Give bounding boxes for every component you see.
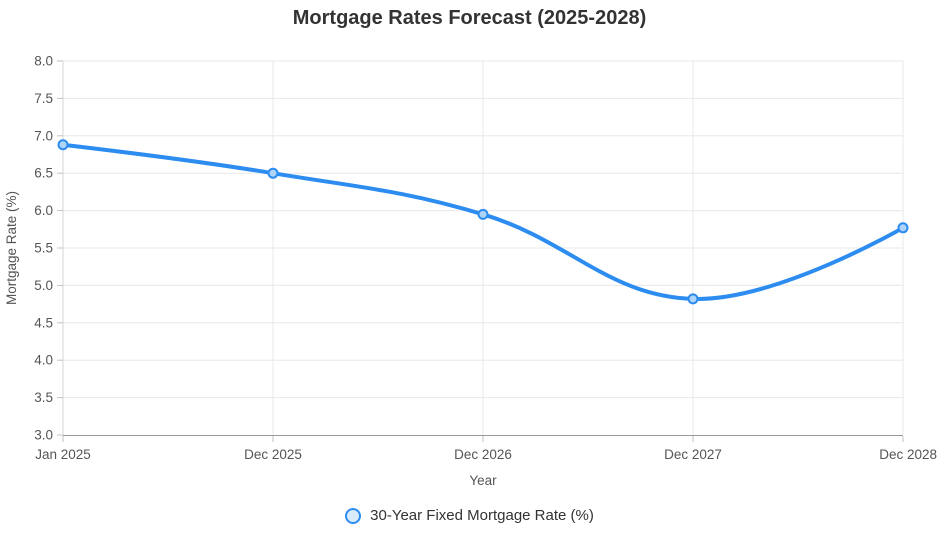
x-tick-label: Dec 2026 [454,447,512,462]
line-chart-plot: 8.0 7.5 7.0 6.5 6.0 5.5 5.0 4.5 4.0 3.5 3.0 Jan 202… [4,54,937,489]
y-tick-label: 5.0 [34,278,53,293]
y-tick-label: 3.0 [34,428,53,443]
x-tick-label: Jan 2025 [35,447,91,462]
y-tick-label: 4.5 [34,315,53,330]
x-axis-title: Year [469,473,497,488]
x-tick-label: Dec 2028 [879,447,937,462]
y-tick-label: 6.0 [34,203,53,218]
y-tick-label: 4.0 [34,353,53,368]
x-tick-label: Dec 2027 [664,447,722,462]
data-point[interactable] [897,222,909,234]
data-point[interactable] [267,167,279,179]
legend-marker-circle [345,508,362,524]
y-tick-label: 5.5 [34,241,53,256]
y-axis-title: Mortgage Rate (%) [4,191,19,305]
data-point[interactable] [687,293,699,305]
y-tick-label: 8.0 [34,54,53,69]
chart-title: Mortgage Rates Forecast (2025-2028) [292,7,647,29]
legend-item[interactable]: 30-Year Fixed Mortgage Rate (%) [0,506,939,526]
data-point[interactable] [57,139,69,151]
y-tick-label: 6.5 [34,166,53,181]
legend-label: 30-Year Fixed Mortgage Rate (%) [370,507,594,524]
x-tick-label: Dec 2025 [244,447,302,462]
data-point[interactable] [477,208,489,220]
y-tick-label: 7.0 [34,128,53,143]
y-tick-label: 7.5 [34,91,53,106]
y-tick-label: 3.5 [34,390,53,405]
